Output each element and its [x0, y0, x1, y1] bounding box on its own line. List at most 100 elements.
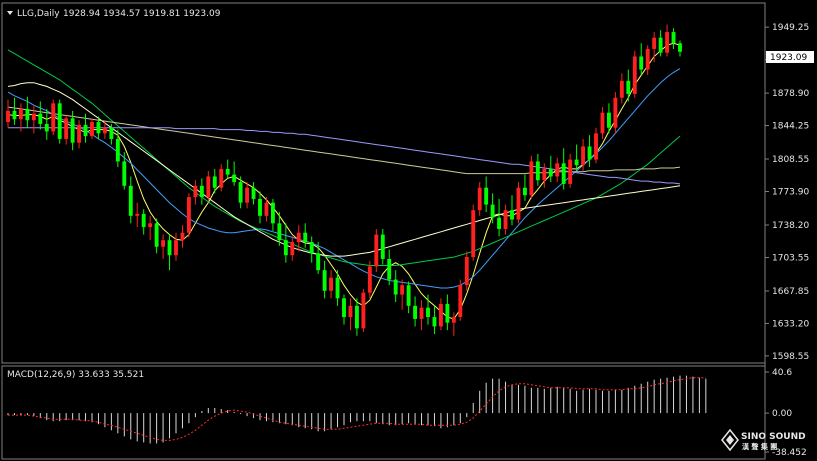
candle-body [206, 176, 211, 198]
candle-body [212, 176, 217, 188]
candle-body [574, 159, 579, 166]
candle [419, 300, 424, 331]
candle [303, 223, 308, 248]
candle [115, 129, 120, 168]
candle-body [542, 168, 547, 181]
candle-body [471, 210, 476, 258]
sino-sound-logo: SINO SOUND 漢 聲 集 團 [721, 428, 806, 452]
candle-body [658, 37, 663, 53]
candle-body [555, 163, 560, 177]
candle-body [477, 187, 482, 211]
candle-body [548, 168, 553, 177]
candle-body [522, 187, 527, 196]
candle [329, 270, 334, 299]
candle-body [258, 198, 262, 216]
candle-body [561, 163, 566, 184]
candle-body [296, 232, 301, 243]
candle [561, 148, 566, 190]
candle [522, 174, 527, 201]
candle-body [225, 168, 230, 175]
candle [148, 215, 153, 241]
candle-body [535, 161, 540, 181]
ma-line-ma5 [7, 42, 681, 320]
candle [309, 236, 314, 263]
candle [535, 153, 540, 186]
dropdown-triangle-icon[interactable] [7, 11, 13, 15]
candle [665, 24, 670, 57]
candle [141, 209, 146, 235]
price-tick-label: 1633.20 [772, 319, 809, 329]
candle [639, 43, 644, 76]
candle [587, 135, 592, 168]
candle [251, 182, 256, 205]
candle-body [57, 103, 62, 139]
candle-body [290, 242, 295, 256]
candle-body [361, 292, 366, 329]
candle [413, 296, 418, 327]
candle [31, 105, 36, 134]
candle [678, 40, 682, 57]
candle-body [374, 234, 379, 267]
candle-body [264, 202, 269, 216]
candle [471, 204, 476, 261]
candle [212, 168, 217, 194]
ma-line-ma20 [7, 68, 681, 289]
candle [367, 260, 372, 299]
candle [180, 225, 185, 248]
candle-body [348, 305, 353, 318]
candle-body [619, 80, 624, 98]
candle [122, 152, 127, 190]
current-price-label: 1923.09 [770, 53, 807, 63]
candle [458, 279, 463, 321]
logo-inner-diamond-icon [726, 435, 734, 445]
candle [510, 195, 514, 226]
candle [283, 223, 288, 263]
candle [432, 305, 437, 334]
candle [658, 30, 663, 57]
candle-body [148, 223, 153, 228]
candle-body [238, 182, 243, 203]
candle [594, 127, 598, 164]
candlesticks [6, 24, 682, 336]
candle [96, 116, 101, 139]
candle [225, 159, 230, 179]
candle-body [406, 285, 411, 306]
candle-body [303, 232, 308, 243]
macd-signal-line [8, 377, 706, 441]
candle-body [354, 305, 359, 329]
candle-body [671, 32, 676, 44]
candle [186, 193, 191, 238]
candle-body [632, 56, 637, 94]
candle-body [639, 56, 644, 70]
candle [83, 113, 88, 143]
candle [581, 138, 586, 171]
candle-body [199, 185, 204, 198]
candle-body [645, 48, 650, 70]
candle [354, 298, 359, 336]
candle-body [678, 43, 682, 52]
candle-body [665, 32, 670, 53]
candle-body [464, 257, 469, 286]
candle-body [128, 185, 133, 216]
candle-body [600, 112, 605, 134]
candle [632, 50, 637, 98]
symbol-header[interactable]: LLG,Daily 1928.94 1934.57 1919.81 1923.0… [7, 9, 221, 19]
candle [600, 107, 605, 139]
moving-average-lines [7, 42, 681, 320]
candle [555, 157, 560, 183]
candle-body [503, 210, 508, 229]
macd-indicator: 40.6 0.00 -38.452 [7, 368, 807, 458]
candle-body [277, 223, 282, 241]
candle [290, 236, 295, 261]
ohlc-label: 1928.94 1934.57 1919.81 1923.09 [63, 9, 221, 19]
candle [393, 270, 398, 303]
candle-body [322, 270, 327, 291]
candle [477, 182, 482, 216]
candle [335, 270, 340, 306]
ma-line-ma200 [8, 127, 681, 185]
candle-body [77, 124, 82, 143]
candle-body [413, 305, 418, 319]
macd-tick-label: 0.00 [772, 409, 792, 419]
candle [361, 288, 366, 333]
candle [548, 155, 553, 183]
